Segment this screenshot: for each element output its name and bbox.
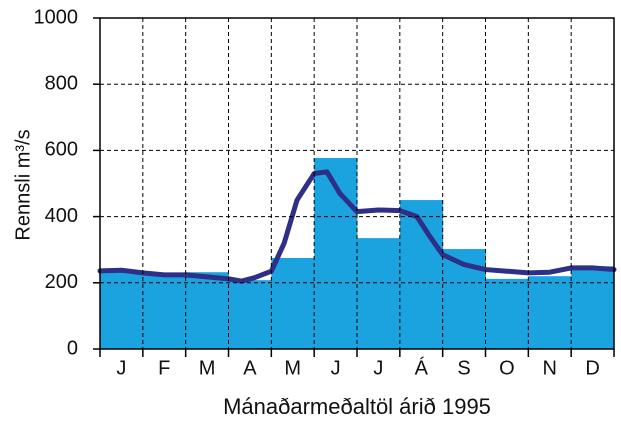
bar	[142, 273, 187, 349]
bar	[185, 272, 229, 349]
bar	[528, 276, 572, 349]
y-tick-label: 0	[67, 337, 78, 359]
y-tick-label: 200	[45, 271, 78, 293]
x-axis-label: Mánaðarmeðaltöl árið 1995	[223, 394, 491, 419]
bar	[485, 278, 529, 349]
y-tick-label: 800	[45, 72, 78, 94]
plot-frame	[99, 17, 615, 350]
bar	[571, 266, 615, 349]
x-tick-label: N	[543, 357, 557, 379]
y-tick-label: 400	[45, 205, 78, 227]
bar	[100, 271, 144, 349]
x-tick-label: J	[373, 357, 383, 379]
y-tick-label: 600	[45, 139, 78, 161]
line	[97, 169, 617, 284]
x-tick-label: J	[331, 357, 341, 379]
x-tick-label: S	[457, 357, 470, 379]
x-tick-label: F	[158, 357, 170, 379]
x-tick-label: J	[116, 357, 126, 379]
x-tick-label: D	[585, 357, 599, 379]
x-tick-label: M	[284, 357, 301, 379]
bar	[271, 257, 315, 349]
x-tick-label: O	[499, 357, 515, 379]
y-axis-label: Rennsli m³/s	[12, 129, 34, 240]
x-tick-label: Á	[415, 356, 429, 379]
bar	[228, 280, 272, 349]
x-tick-label: M	[199, 357, 216, 379]
y-tick-label: 1000	[34, 6, 79, 28]
x-tick-label: A	[243, 357, 257, 379]
bar	[357, 238, 401, 349]
